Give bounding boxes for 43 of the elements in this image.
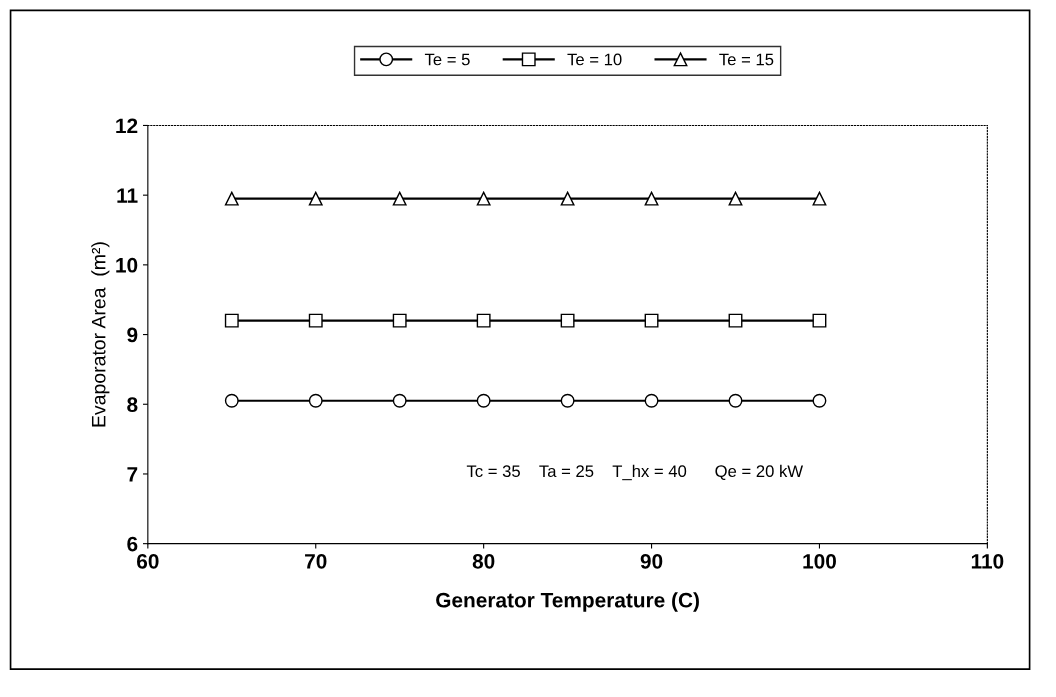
point (560, 191, 575, 206)
point (644, 393, 659, 408)
y-tick-label: 8 (127, 397, 138, 413)
point (224, 313, 239, 328)
annotation: Tc = 35 Ta = 25 T_hx = 40 Qe = 20 kW (466, 464, 804, 481)
x-tick-label: 60 (137, 553, 159, 569)
point (812, 393, 827, 408)
y-axis-title: Evaporator Area (m²) (91, 242, 110, 427)
legend-label: Te = 10 (567, 53, 622, 66)
point (392, 393, 407, 408)
x-tick-label: 70 (305, 553, 327, 569)
y-tick-label: 7 (127, 467, 138, 482)
y-tick-label: 12 (116, 118, 138, 134)
y-tick-label: 6 (127, 536, 138, 552)
point (644, 313, 659, 328)
point (476, 313, 491, 328)
point (392, 191, 407, 206)
legend-label: Te = 5 (424, 53, 470, 66)
point (560, 313, 575, 328)
point (644, 191, 659, 206)
point (224, 393, 239, 408)
point (308, 191, 323, 206)
y-tick-label: 10 (116, 257, 138, 273)
point (308, 393, 323, 408)
y-tick-label: 11 (117, 188, 138, 203)
x-tick-label: 110 (971, 553, 1004, 569)
x-tick-label: 100 (803, 553, 836, 569)
legend-label: Te = 15 (719, 53, 774, 66)
x-tick-label: 80 (472, 553, 495, 569)
point (728, 393, 743, 408)
point (224, 191, 239, 206)
point (728, 313, 743, 328)
x-tick-label: 90 (640, 553, 663, 569)
point (728, 191, 743, 206)
point (560, 393, 575, 408)
point (812, 191, 827, 206)
y-tick-label: 9 (127, 327, 138, 343)
point (812, 313, 827, 328)
point (392, 313, 407, 328)
point (476, 191, 491, 206)
point (476, 393, 491, 408)
x-axis-title: Generator Temperature (C) (436, 592, 699, 612)
point (308, 313, 323, 328)
